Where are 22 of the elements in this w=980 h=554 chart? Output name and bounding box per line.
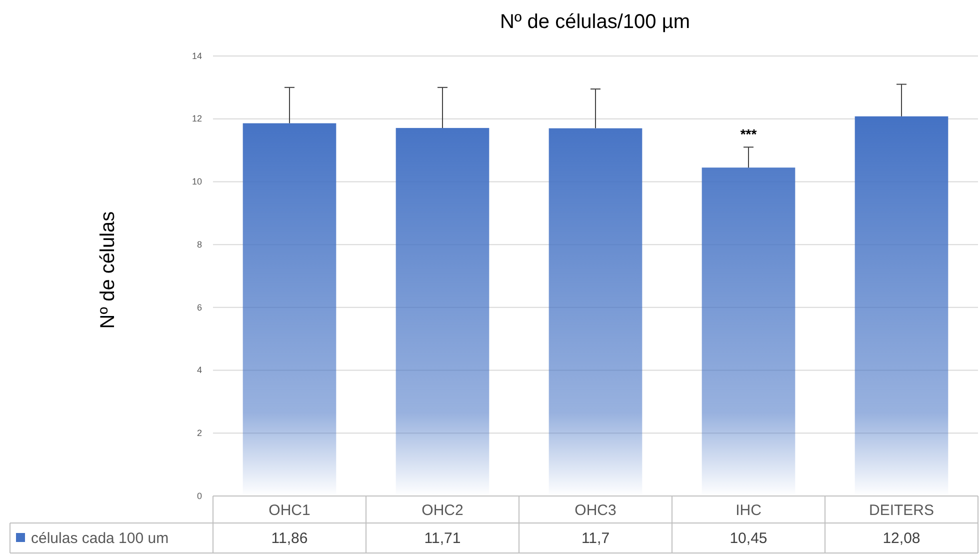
data-label: 12,08 bbox=[882, 530, 920, 547]
x-tick-label: OHC2 bbox=[422, 502, 464, 519]
y-tick-label: 12 bbox=[192, 114, 202, 124]
y-tick-label: 4 bbox=[196, 365, 202, 376]
x-tick-label: OHC1 bbox=[268, 502, 310, 519]
y-tick-label: 6 bbox=[196, 302, 202, 312]
y-tick-label: 10 bbox=[192, 176, 202, 187]
annotation: *** bbox=[740, 126, 758, 142]
data-label: 11,86 bbox=[271, 530, 308, 547]
x-tick-label: DEITERS bbox=[868, 502, 934, 519]
y-tick-label: 8 bbox=[196, 239, 202, 250]
y-axis-title: Nº de células bbox=[97, 211, 119, 329]
y-tick-label: 0 bbox=[196, 490, 202, 501]
data-label: 11,7 bbox=[581, 530, 610, 547]
x-tick-label: OHC3 bbox=[574, 502, 616, 519]
x-tick-label: IHC bbox=[736, 502, 762, 519]
y-tick-label: 2 bbox=[196, 428, 202, 438]
data-label: 10,45 bbox=[730, 530, 768, 547]
data-label: 11,71 bbox=[424, 530, 461, 547]
legend-label: células cada 100 um bbox=[31, 530, 169, 547]
y-tick-label: 14 bbox=[192, 50, 202, 61]
chart-title: Nº de células/100 µm bbox=[500, 11, 690, 33]
